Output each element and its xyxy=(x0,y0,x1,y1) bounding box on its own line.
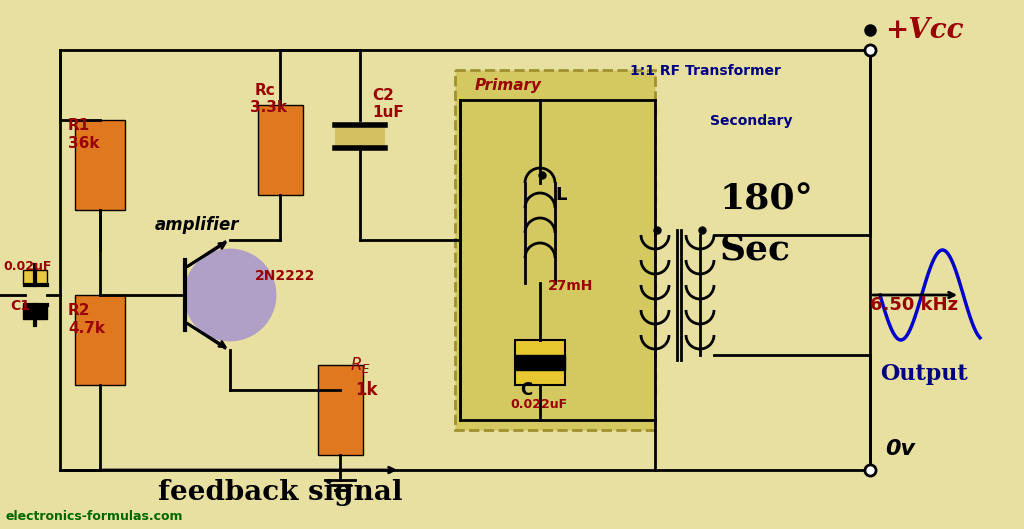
Text: 27mH: 27mH xyxy=(548,279,593,293)
Text: Primary: Primary xyxy=(475,78,542,93)
Text: C: C xyxy=(520,381,532,399)
FancyBboxPatch shape xyxy=(455,70,655,430)
Bar xyxy=(23,305,47,319)
Text: 0v: 0v xyxy=(885,439,915,459)
Text: R2: R2 xyxy=(68,303,90,318)
Text: 1:1 RF Transformer: 1:1 RF Transformer xyxy=(630,64,781,78)
Bar xyxy=(75,120,125,210)
Bar xyxy=(335,125,385,148)
Bar xyxy=(515,355,565,370)
Bar xyxy=(515,340,565,385)
Text: 0.02uF: 0.02uF xyxy=(3,260,51,273)
Text: 0.022uF: 0.022uF xyxy=(510,398,567,411)
Bar xyxy=(317,365,362,455)
Text: 2N2222: 2N2222 xyxy=(255,269,315,283)
Text: Rc: Rc xyxy=(255,83,275,98)
Text: electronics-formulas.com: electronics-formulas.com xyxy=(5,510,182,523)
Text: 36k: 36k xyxy=(68,136,99,151)
Text: C2: C2 xyxy=(372,88,394,103)
Bar xyxy=(23,270,47,284)
Text: Secondary: Secondary xyxy=(710,114,793,128)
Text: 1uF: 1uF xyxy=(372,105,403,120)
Text: 4.7k: 4.7k xyxy=(68,321,105,336)
Text: 1k: 1k xyxy=(355,381,378,399)
Text: amplifier: amplifier xyxy=(155,216,240,234)
Text: Output: Output xyxy=(880,363,968,385)
Text: Sec: Sec xyxy=(720,233,791,267)
Bar xyxy=(257,105,302,195)
Text: +Vcc: +Vcc xyxy=(885,16,964,43)
Bar xyxy=(75,295,125,385)
Text: R1: R1 xyxy=(68,118,90,133)
Text: 6.50 kHz: 6.50 kHz xyxy=(870,296,958,314)
Text: $R_E$: $R_E$ xyxy=(350,355,371,375)
Text: C1: C1 xyxy=(10,299,30,313)
Text: L: L xyxy=(555,186,566,204)
Circle shape xyxy=(185,250,275,340)
Text: feedback signal: feedback signal xyxy=(158,479,402,506)
Text: 3.3k: 3.3k xyxy=(250,100,287,115)
Text: 180°: 180° xyxy=(720,183,814,217)
